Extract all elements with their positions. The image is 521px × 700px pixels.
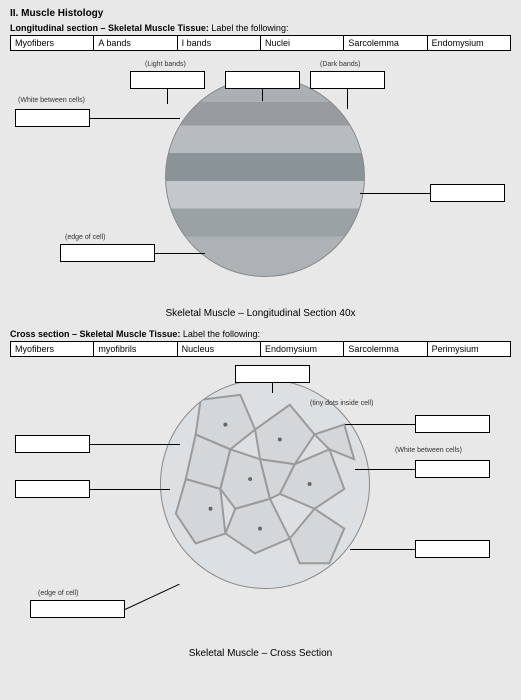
longitudinal-diagram: (Light bands) (Dark bands) (White betwee… bbox=[10, 59, 511, 329]
answer-box[interactable] bbox=[415, 540, 490, 558]
cross-micrograph bbox=[160, 379, 370, 589]
leader-line bbox=[90, 118, 180, 119]
hint-white-between-2: (White between cells) bbox=[395, 447, 462, 454]
leader-line bbox=[347, 89, 348, 109]
term-cell: I bands bbox=[178, 36, 261, 50]
hint-dark-bands: (Dark bands) bbox=[320, 61, 360, 68]
answer-box[interactable] bbox=[415, 415, 490, 433]
section1-subtitle: Longitudinal section – Skeletal Muscle T… bbox=[10, 23, 511, 33]
hint-white-between: (White between cells) bbox=[18, 97, 85, 104]
term-cell: Nuclei bbox=[261, 36, 344, 50]
leader-line bbox=[155, 253, 205, 254]
worksheet-page: II. Muscle Histology Longitudinal sectio… bbox=[0, 0, 521, 700]
answer-box[interactable] bbox=[310, 71, 385, 89]
section2-title-rest: Label the following: bbox=[180, 329, 260, 339]
section1-title-bold: Longitudinal section – Skeletal Muscle T… bbox=[10, 23, 209, 33]
term-cell: Sarcolemma bbox=[344, 36, 427, 50]
longitudinal-caption: Skeletal Muscle – Longitudinal Section 4… bbox=[10, 308, 511, 319]
leader-line bbox=[90, 489, 170, 490]
page-title: II. Muscle Histology bbox=[10, 8, 511, 19]
leader-line bbox=[90, 444, 180, 445]
term-cell: Myofibers bbox=[11, 342, 94, 356]
hint-tiny-dots: (tiny dots inside cell) bbox=[310, 400, 373, 407]
answer-box[interactable] bbox=[15, 435, 90, 453]
hint-edge-of-cell: (edge of cell) bbox=[65, 234, 105, 241]
section1-title-rest: Label the following: bbox=[209, 23, 289, 33]
leader-line bbox=[360, 193, 430, 194]
leader-line bbox=[125, 584, 180, 610]
longitudinal-micrograph bbox=[165, 77, 365, 277]
section2-subtitle: Cross section – Skeletal Muscle Tissue: … bbox=[10, 329, 511, 339]
answer-box[interactable] bbox=[30, 600, 125, 618]
answer-box[interactable] bbox=[235, 365, 310, 383]
hint-light-bands: (Light bands) bbox=[145, 61, 186, 68]
answer-box[interactable] bbox=[130, 71, 205, 89]
section2-terms-row: Myofibers myofibrils Nucleus Endomysium … bbox=[10, 341, 511, 357]
leader-line bbox=[345, 424, 415, 425]
cross-section-cells bbox=[161, 380, 369, 588]
section2-title-bold: Cross section – Skeletal Muscle Tissue: bbox=[10, 329, 180, 339]
term-cell: Endomysium bbox=[261, 342, 344, 356]
term-cell: A bands bbox=[94, 36, 177, 50]
answer-box[interactable] bbox=[60, 244, 155, 262]
term-cell: Nucleus bbox=[178, 342, 261, 356]
answer-box[interactable] bbox=[415, 460, 490, 478]
leader-line bbox=[262, 89, 263, 101]
answer-box[interactable] bbox=[15, 109, 90, 127]
term-cell: Endomysium bbox=[428, 36, 510, 50]
term-cell: Perimysium bbox=[428, 342, 510, 356]
cross-diagram: (tiny dots inside cell) (White between c… bbox=[10, 365, 511, 665]
leader-line bbox=[350, 549, 415, 550]
answer-box[interactable] bbox=[225, 71, 300, 89]
term-cell: Sarcolemma bbox=[344, 342, 427, 356]
answer-box[interactable] bbox=[15, 480, 90, 498]
term-cell: myofibrils bbox=[94, 342, 177, 356]
leader-line bbox=[167, 89, 168, 104]
term-cell: Myofibers bbox=[11, 36, 94, 50]
leader-line bbox=[272, 383, 273, 393]
leader-line bbox=[355, 469, 415, 470]
section1-terms-row: Myofibers A bands I bands Nuclei Sarcole… bbox=[10, 35, 511, 51]
cross-caption: Skeletal Muscle – Cross Section bbox=[10, 648, 511, 659]
hint-edge-of-cell-2: (edge of cell) bbox=[38, 590, 78, 597]
answer-box[interactable] bbox=[430, 184, 505, 202]
